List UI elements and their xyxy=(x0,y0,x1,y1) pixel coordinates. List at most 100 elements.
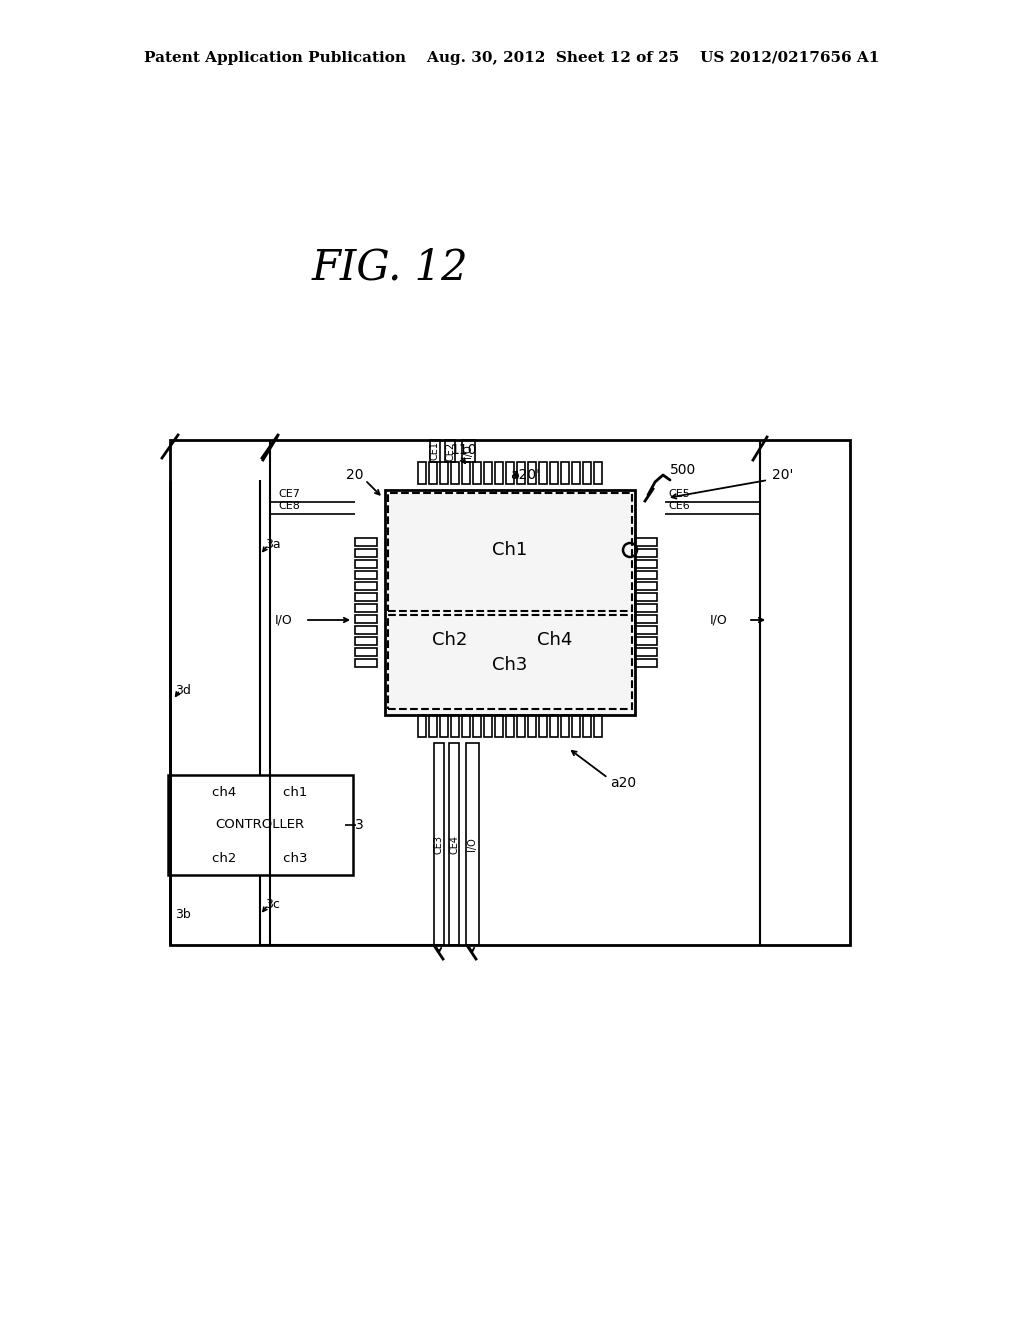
Bar xyxy=(506,462,514,484)
Bar xyxy=(635,593,657,601)
Text: I/O: I/O xyxy=(275,614,293,627)
Text: CE2: CE2 xyxy=(445,441,455,461)
Bar xyxy=(170,440,850,945)
Text: a20: a20 xyxy=(610,776,636,789)
Bar xyxy=(550,462,558,484)
Bar xyxy=(635,572,657,579)
Bar xyxy=(635,560,657,568)
Text: 20: 20 xyxy=(346,469,364,482)
Bar xyxy=(355,605,377,612)
Bar xyxy=(355,593,377,601)
Bar xyxy=(449,743,459,945)
Text: Patent Application Publication    Aug. 30, 2012  Sheet 12 of 25    US 2012/02176: Patent Application Publication Aug. 30, … xyxy=(144,51,880,65)
Text: 3: 3 xyxy=(355,818,364,832)
Text: ch2           ch3: ch2 ch3 xyxy=(212,851,308,865)
Bar xyxy=(385,490,635,715)
Bar xyxy=(355,539,377,546)
Bar xyxy=(418,462,426,484)
Text: CE1: CE1 xyxy=(430,441,440,461)
Bar xyxy=(418,715,426,737)
Bar xyxy=(429,462,437,484)
Text: Ch1: Ch1 xyxy=(493,541,527,558)
Text: I/O: I/O xyxy=(463,444,473,458)
Bar xyxy=(355,560,377,568)
Bar xyxy=(635,626,657,634)
Bar xyxy=(451,715,459,737)
Bar xyxy=(355,582,377,590)
Text: a20': a20' xyxy=(510,469,540,482)
Bar xyxy=(495,462,503,484)
Bar xyxy=(388,615,632,709)
Bar xyxy=(517,462,525,484)
Bar xyxy=(635,615,657,623)
Text: 3d: 3d xyxy=(175,684,190,697)
Bar xyxy=(434,743,444,945)
Bar xyxy=(572,715,580,737)
Bar xyxy=(635,638,657,645)
Text: I/O: I/O xyxy=(467,837,477,851)
Bar xyxy=(466,743,479,945)
Bar xyxy=(355,638,377,645)
Bar xyxy=(635,605,657,612)
Text: 110: 110 xyxy=(450,444,476,457)
Bar xyxy=(484,715,492,737)
Text: 3c: 3c xyxy=(265,899,280,912)
Bar xyxy=(440,715,449,737)
Text: CONTROLLER: CONTROLLER xyxy=(215,818,304,832)
Text: FIG. 12: FIG. 12 xyxy=(311,247,468,289)
Bar xyxy=(168,775,353,875)
Bar xyxy=(445,440,455,462)
Bar xyxy=(539,715,547,737)
Bar xyxy=(355,659,377,667)
Text: Ch2: Ch2 xyxy=(432,631,468,649)
Bar xyxy=(430,440,440,462)
Bar xyxy=(635,659,657,667)
Bar xyxy=(473,462,481,484)
Bar xyxy=(429,715,437,737)
Bar xyxy=(528,462,536,484)
Bar xyxy=(528,715,536,737)
Bar xyxy=(635,582,657,590)
Text: ch4           ch1: ch4 ch1 xyxy=(212,785,307,799)
Text: 3a: 3a xyxy=(265,539,281,552)
Bar xyxy=(517,715,525,737)
Bar xyxy=(561,715,569,737)
Text: CE5: CE5 xyxy=(668,488,690,499)
Text: CE3: CE3 xyxy=(434,834,444,854)
Text: I/O: I/O xyxy=(710,614,728,627)
Bar xyxy=(462,715,470,737)
Bar xyxy=(495,715,503,737)
Text: CE8: CE8 xyxy=(278,502,300,511)
Text: CE7: CE7 xyxy=(278,488,300,499)
Bar xyxy=(635,549,657,557)
Text: Ch3: Ch3 xyxy=(493,656,527,675)
Bar xyxy=(635,539,657,546)
Text: CE6: CE6 xyxy=(668,502,690,511)
Bar xyxy=(473,715,481,737)
Bar xyxy=(561,462,569,484)
Text: CE4: CE4 xyxy=(449,834,459,854)
Bar xyxy=(484,462,492,484)
Bar xyxy=(594,715,602,737)
Bar xyxy=(462,440,475,462)
Bar xyxy=(451,462,459,484)
Bar xyxy=(355,572,377,579)
Bar xyxy=(572,462,580,484)
Bar xyxy=(635,648,657,656)
Bar xyxy=(355,648,377,656)
Bar xyxy=(583,462,591,484)
Bar xyxy=(539,462,547,484)
Bar xyxy=(583,715,591,737)
Bar xyxy=(550,715,558,737)
Bar xyxy=(355,549,377,557)
Text: 20': 20' xyxy=(772,469,794,482)
Bar xyxy=(388,492,632,611)
Bar xyxy=(594,462,602,484)
Bar xyxy=(355,626,377,634)
Text: 500: 500 xyxy=(670,463,696,477)
Bar xyxy=(440,462,449,484)
Bar xyxy=(355,615,377,623)
Bar xyxy=(462,462,470,484)
Text: Ch4: Ch4 xyxy=(538,631,572,649)
Bar xyxy=(506,715,514,737)
